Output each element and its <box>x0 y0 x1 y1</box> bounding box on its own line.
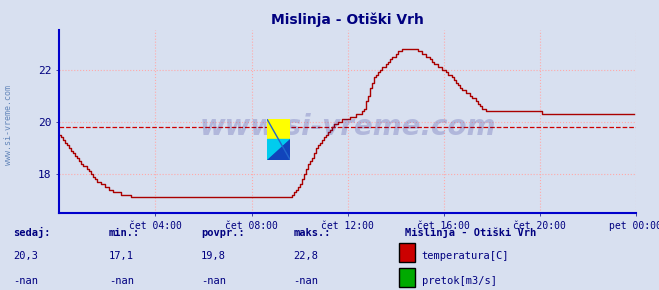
Text: povpr.:: povpr.: <box>201 228 244 238</box>
Text: Mislinja - Otiški Vrh: Mislinja - Otiški Vrh <box>405 227 536 238</box>
Text: temperatura[C]: temperatura[C] <box>422 251 509 261</box>
Text: 17,1: 17,1 <box>109 251 134 261</box>
Text: www.si-vreme.com: www.si-vreme.com <box>4 85 13 165</box>
Text: 20,3: 20,3 <box>13 251 38 261</box>
Text: -nan: -nan <box>13 276 38 287</box>
Text: 19,8: 19,8 <box>201 251 226 261</box>
FancyBboxPatch shape <box>399 268 415 287</box>
Polygon shape <box>267 139 290 160</box>
Text: www.si-vreme.com: www.si-vreme.com <box>200 113 496 141</box>
Text: maks.:: maks.: <box>293 228 331 238</box>
Text: pretok[m3/s]: pretok[m3/s] <box>422 276 497 287</box>
Text: sedaj:: sedaj: <box>13 227 51 238</box>
Title: Mislinja - Otiški Vrh: Mislinja - Otiški Vrh <box>272 12 424 26</box>
Polygon shape <box>267 119 290 139</box>
Text: -nan: -nan <box>201 276 226 287</box>
Text: min.:: min.: <box>109 228 140 238</box>
Text: 22,8: 22,8 <box>293 251 318 261</box>
FancyBboxPatch shape <box>399 243 415 262</box>
Text: -nan: -nan <box>109 276 134 287</box>
Text: -nan: -nan <box>293 276 318 287</box>
Polygon shape <box>267 139 290 160</box>
